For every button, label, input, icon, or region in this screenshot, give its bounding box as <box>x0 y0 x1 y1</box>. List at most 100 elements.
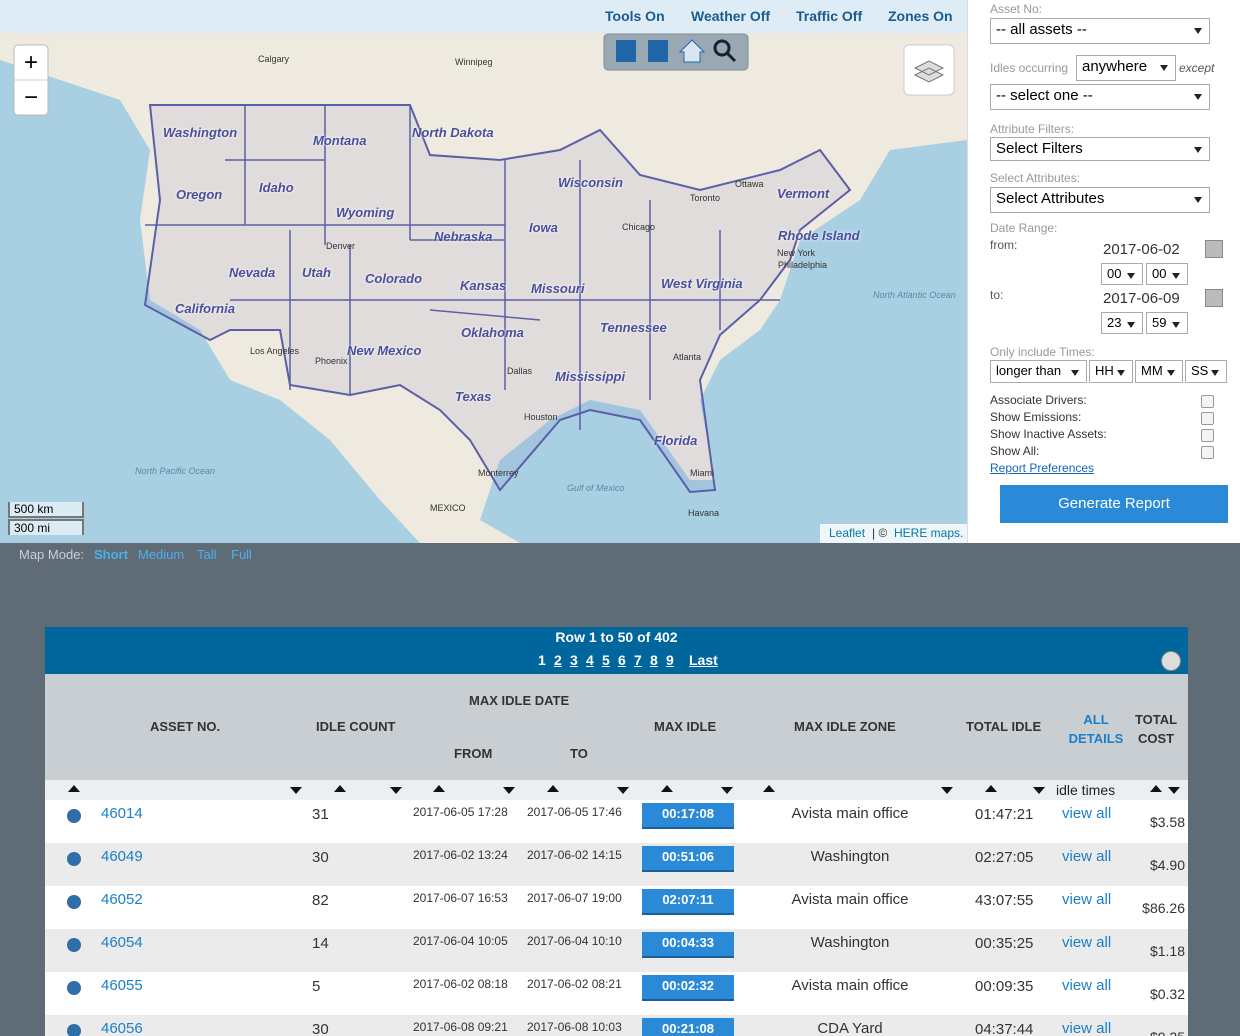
col-header[interactable]: TOTAL IDLE <box>966 719 1042 734</box>
zone-label[interactable]: Kansas <box>460 278 507 293</box>
sort-arrow[interactable] <box>763 785 775 792</box>
generate-button[interactable]: Generate Report <box>1000 485 1228 523</box>
view-all-link[interactable]: view all <box>1062 977 1112 994</box>
zone-label[interactable]: Wyoming <box>336 205 395 220</box>
from-mm[interactable]: 00 <box>1146 263 1188 285</box>
zone-label[interactable]: Colorado <box>365 271 423 286</box>
to-hh[interactable]: 23 <box>1101 312 1143 334</box>
col-header[interactable]: TO <box>570 746 588 761</box>
map-mode-option[interactable]: Full <box>231 547 252 562</box>
zone-label[interactable]: Utah <box>302 265 331 280</box>
sort-arrow[interactable] <box>503 787 515 794</box>
calendar-icon[interactable] <box>1205 240 1223 258</box>
max-idle-button[interactable]: 00:17:08 <box>642 803 734 829</box>
sort-arrow[interactable] <box>547 785 559 792</box>
map-mode-option[interactable]: Short <box>94 547 128 562</box>
info-icon[interactable] <box>67 981 81 995</box>
attrs-select[interactable]: Select Attributes <box>990 187 1210 213</box>
sort-arrow[interactable] <box>985 785 997 792</box>
zone-label[interactable]: Mississippi <box>555 369 626 384</box>
page-link[interactable]: 5 <box>602 652 610 668</box>
asset-link[interactable]: 46056 <box>101 1020 143 1036</box>
col-header[interactable]: TOTAL COST <box>1134 712 1178 746</box>
checkbox[interactable] <box>1201 446 1214 459</box>
idles-select[interactable]: anywhere <box>1076 55 1176 81</box>
max-idle-button[interactable]: 00:51:06 <box>642 846 734 872</box>
sort-arrow[interactable] <box>433 785 445 792</box>
toolbar-toggle[interactable]: Traffic Off <box>796 8 863 24</box>
mm-select[interactable]: MM <box>1135 360 1183 383</box>
view-all-link[interactable]: view all <box>1062 1020 1112 1036</box>
sort-arrow[interactable] <box>1033 787 1045 794</box>
zone-label[interactable]: New Mexico <box>347 343 422 358</box>
checkbox[interactable] <box>1201 395 1214 408</box>
zone-label[interactable]: Florida <box>654 433 698 448</box>
leaflet-link[interactable]: Leaflet <box>829 526 866 540</box>
page-link[interactable]: 4 <box>586 652 594 668</box>
page-link[interactable]: 9 <box>666 652 674 668</box>
here-link[interactable]: HERE maps. <box>894 526 964 540</box>
zone-label[interactable]: Oregon <box>176 187 223 202</box>
zone-label[interactable]: Nevada <box>229 265 276 280</box>
info-icon[interactable] <box>67 938 81 952</box>
page-link[interactable]: 3 <box>570 652 578 668</box>
sort-arrow[interactable] <box>390 787 402 794</box>
view-all-link[interactable]: view all <box>1062 805 1112 822</box>
zone-label[interactable]: Wisconsin <box>558 175 623 190</box>
to-mm[interactable]: 59 <box>1146 312 1188 334</box>
zone-label[interactable]: Montana <box>313 133 367 148</box>
info-icon[interactable] <box>67 895 81 909</box>
max-idle-button[interactable]: 02:07:11 <box>642 889 734 915</box>
calendar-icon[interactable] <box>1205 289 1223 307</box>
col-header[interactable]: IDLE COUNT <box>316 719 396 734</box>
from-hh[interactable]: 00 <box>1101 263 1143 285</box>
info-icon[interactable] <box>67 1024 81 1036</box>
checkbox[interactable] <box>1201 429 1214 442</box>
col-header[interactable]: FROM <box>454 746 493 761</box>
zone-label[interactable]: Missouri <box>531 281 585 296</box>
zone-label[interactable]: Nebraska <box>434 229 493 244</box>
zone-label[interactable]: Texas <box>455 389 492 404</box>
asset-link[interactable]: 46052 <box>101 891 143 908</box>
sort-arrow[interactable] <box>661 785 673 792</box>
zone-label[interactable]: Washington <box>163 125 238 140</box>
zone-label[interactable]: West Virginia <box>661 276 743 291</box>
zone-label[interactable]: North Dakota <box>412 125 494 140</box>
toolbar-toggle[interactable]: Zones On <box>888 8 953 24</box>
except-select[interactable]: -- select one -- <box>990 84 1210 110</box>
zone-label[interactable]: Iowa <box>529 220 558 235</box>
prefs-link[interactable]: Report Preferences <box>990 461 1095 475</box>
map-mode-option[interactable]: Tall <box>197 547 217 562</box>
info-icon[interactable] <box>67 809 81 823</box>
from-date[interactable]: 2017-06-02 <box>1103 241 1180 258</box>
page-link[interactable]: 6 <box>618 652 626 668</box>
map-mode-option[interactable]: Medium <box>138 547 185 562</box>
page-link[interactable]: 8 <box>650 652 658 668</box>
sort-arrow[interactable] <box>941 787 953 794</box>
checkbox[interactable] <box>1201 412 1214 425</box>
page-link[interactable]: 7 <box>634 652 642 668</box>
asset-link[interactable]: 46054 <box>101 934 143 951</box>
col-header[interactable]: ASSET NO. <box>150 719 221 734</box>
filters-select[interactable]: Select Filters <box>990 137 1210 161</box>
page-link[interactable]: Last <box>689 652 718 668</box>
col-header[interactable]: MAX IDLE <box>654 719 717 734</box>
zone-label[interactable]: Oklahoma <box>461 325 524 340</box>
sort-arrow[interactable] <box>721 787 733 794</box>
zone-label[interactable]: Vermont <box>777 186 830 201</box>
info-icon[interactable] <box>67 852 81 866</box>
zone-label[interactable]: Idaho <box>259 180 294 195</box>
sort-arrow[interactable] <box>1150 785 1162 792</box>
zone-label[interactable]: Rhode Island <box>778 228 860 243</box>
page-link[interactable]: 2 <box>554 652 562 668</box>
sort-arrow[interactable] <box>290 787 302 794</box>
toolbar-toggle[interactable]: Weather Off <box>691 8 771 24</box>
sort-arrow[interactable] <box>68 785 80 792</box>
asset-link[interactable]: 46055 <box>101 977 143 994</box>
zone-label[interactable]: Tennessee <box>600 320 667 335</box>
zoom-in[interactable]: + <box>24 49 39 76</box>
view-all-link[interactable]: view all <box>1062 848 1112 865</box>
col-header[interactable]: MAX IDLE ZONE <box>794 719 896 734</box>
max-idle-button[interactable]: 00:21:08 <box>642 1018 734 1036</box>
sort-arrow[interactable] <box>334 785 346 792</box>
